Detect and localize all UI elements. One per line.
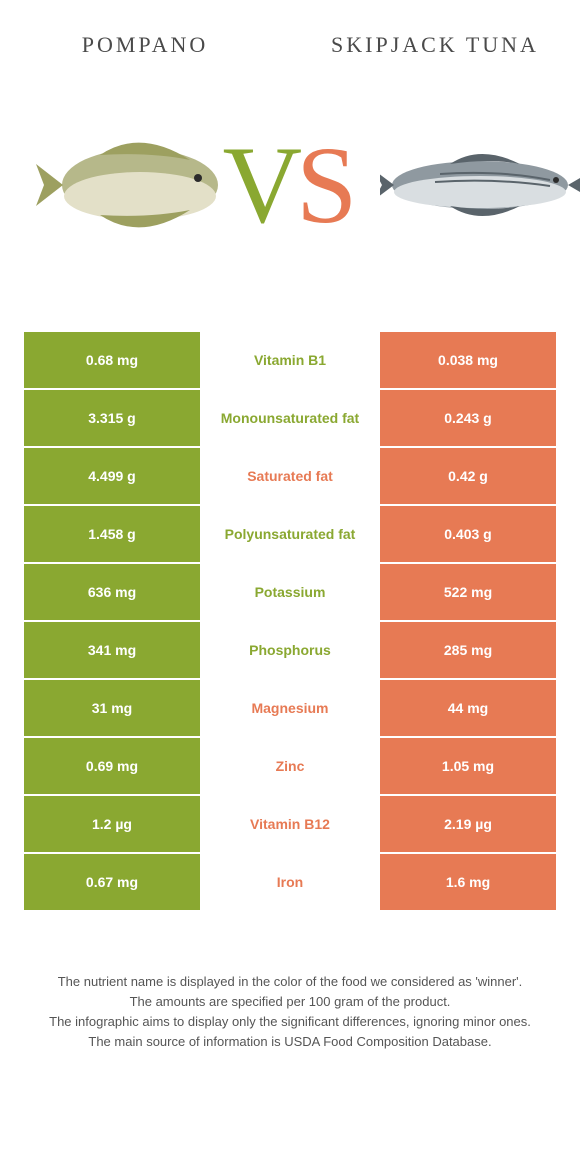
nutrient-label: Monounsaturated fat (202, 390, 378, 446)
value-left: 341 mg (24, 622, 200, 678)
value-left: 0.67 mg (24, 854, 200, 910)
table-row: 4.499 gSaturated fat0.42 g (24, 448, 556, 504)
nutrient-label: Phosphorus (202, 622, 378, 678)
nutrient-label: Polyunsaturated fat (202, 506, 378, 562)
pompano-illustration (30, 130, 230, 240)
nutrient-label: Zinc (202, 738, 378, 794)
value-left: 4.499 g (24, 448, 200, 504)
table-row: 0.68 mgVitamin B10.038 mg (24, 332, 556, 388)
value-right: 522 mg (380, 564, 556, 620)
table-row: 1.2 µgVitamin B122.19 µg (24, 796, 556, 852)
value-right: 1.6 mg (380, 854, 556, 910)
nutrient-label: Iron (202, 854, 378, 910)
value-left: 0.68 mg (24, 332, 200, 388)
table-row: 341 mgPhosphorus285 mg (24, 622, 556, 678)
title-left: Pompano (0, 32, 290, 57)
nutrient-label: Vitamin B1 (202, 332, 378, 388)
nutrient-label: Potassium (202, 564, 378, 620)
nutrient-label: Saturated fat (202, 448, 378, 504)
footer-line: The infographic aims to display only the… (24, 1012, 556, 1032)
value-right: 0.038 mg (380, 332, 556, 388)
table-row: 31 mgMagnesium44 mg (24, 680, 556, 736)
nutrient-label: Vitamin B12 (202, 796, 378, 852)
table-row: 0.67 mgIron1.6 mg (24, 854, 556, 910)
table-row: 636 mgPotassium522 mg (24, 564, 556, 620)
table-row: 3.315 gMonounsaturated fat0.243 g (24, 390, 556, 446)
hero: V S (0, 100, 580, 270)
vs-s: S (296, 130, 357, 240)
value-right: 1.05 mg (380, 738, 556, 794)
value-right: 285 mg (380, 622, 556, 678)
title-right: Skipjack tuna (290, 32, 580, 57)
footer-notes: The nutrient name is displayed in the co… (24, 972, 556, 1053)
value-right: 0.42 g (380, 448, 556, 504)
tuna-illustration (380, 130, 580, 240)
value-left: 3.315 g (24, 390, 200, 446)
footer-line: The nutrient name is displayed in the co… (24, 972, 556, 992)
value-left: 0.69 mg (24, 738, 200, 794)
table-row: 0.69 mgZinc1.05 mg (24, 738, 556, 794)
value-right: 44 mg (380, 680, 556, 736)
vs-label: V S (223, 130, 358, 240)
footer-line: The main source of information is USDA F… (24, 1032, 556, 1052)
value-left: 1.2 µg (24, 796, 200, 852)
value-left: 31 mg (24, 680, 200, 736)
value-left: 636 mg (24, 564, 200, 620)
value-left: 1.458 g (24, 506, 200, 562)
vs-v: V (223, 130, 302, 240)
footer-line: The amounts are specified per 100 gram o… (24, 992, 556, 1012)
value-right: 0.403 g (380, 506, 556, 562)
value-right: 2.19 µg (380, 796, 556, 852)
table-row: 1.458 gPolyunsaturated fat0.403 g (24, 506, 556, 562)
header: Pompano Skipjack tuna (0, 0, 580, 90)
nutrient-label: Magnesium (202, 680, 378, 736)
value-right: 0.243 g (380, 390, 556, 446)
nutrient-table: 0.68 mgVitamin B10.038 mg3.315 gMonounsa… (22, 330, 558, 912)
